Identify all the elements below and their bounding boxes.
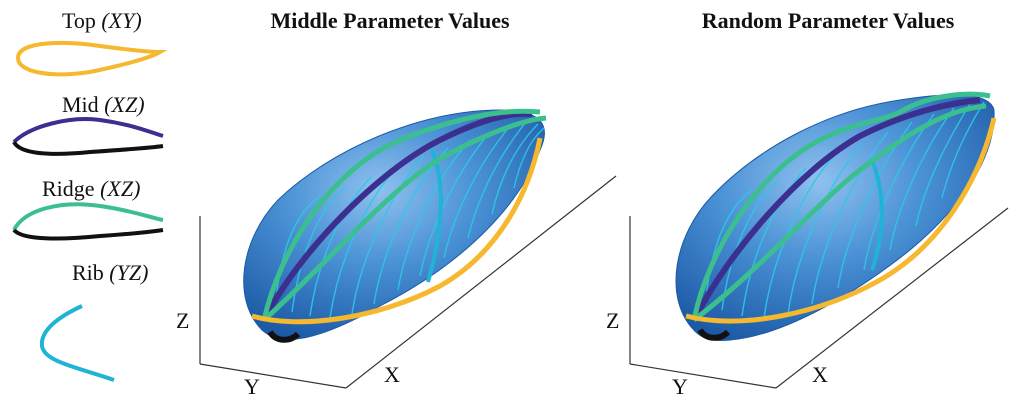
panel-title-random: Random Parameter Values [701,8,955,33]
legend-top-glyph [15,40,168,77]
legend-ridge-plane: (XZ) [100,176,141,201]
panel2-shape [675,91,997,341]
legend-top-plane: (XY) [101,8,142,33]
legend-ridge-name: Ridge [42,176,95,201]
legend-label-top: Top (XY) [62,8,142,34]
legend-label-rib: Rib (YZ) [72,260,148,286]
legend-rib-name: Rib [72,260,104,285]
panel2-profile-black [697,328,731,341]
panel1-mid-curve [261,110,533,322]
panel1-axis-x-label: X [384,362,400,387]
panel2-rib-curve [870,159,884,271]
legend-mid-name: Mid [62,92,99,117]
panel2-rib-lines [705,101,985,319]
legend-label-ridge: Ridge (XZ) [42,176,140,202]
panel2-mid-curve [691,97,981,322]
legend-top-name: Top [62,8,96,33]
panel2-body-surface [675,94,995,341]
panel1-axes [199,175,617,389]
panel2-axis-y-label: Y [672,374,688,399]
panel1-rib-lines [275,121,545,319]
panel2-axis-z-label: Z [606,308,620,333]
panel1-ridge-curve-2 [262,115,547,322]
legend-rib-glyph [39,304,115,382]
panel1-axis-y-label: Y [244,374,260,399]
panel2-axes [629,207,1009,389]
panel2-top-curve [685,117,997,324]
legend-label-mid: Mid (XZ) [62,92,145,118]
legend-mid-glyph [12,117,164,156]
panel1-ridge-curve [261,108,541,321]
legend-rib-plane: (YZ) [109,260,149,285]
panel2-ridge-curve [691,91,991,321]
panel1-shape [243,108,547,343]
legend-ridge-glyph [12,202,164,241]
panel1-axis-z-label: Z [176,308,190,333]
panel1-top-curve [251,137,543,325]
legend-mid-plane: (XZ) [104,92,145,117]
panel2-axis-x-label: X [812,362,828,387]
panel2-ridge-curve-2 [692,103,987,322]
panel1-profile-black [267,330,301,343]
panel-title-middle: Middle Parameter Values [270,8,510,33]
